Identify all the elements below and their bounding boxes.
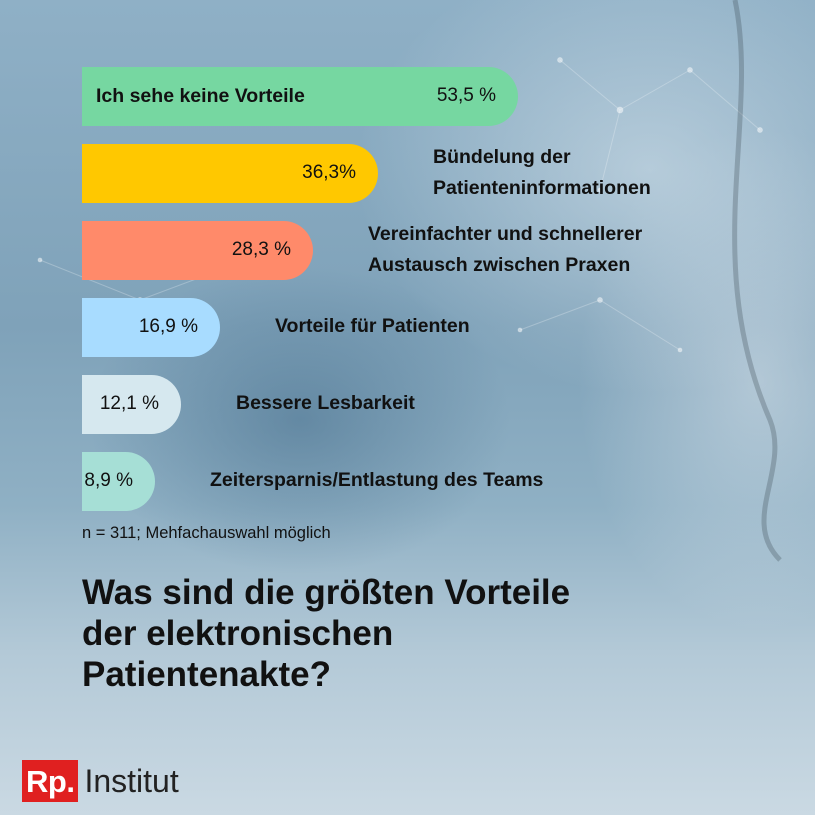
bar-6	[82, 452, 155, 511]
bar-category-label: Vereinfachter und schnellerer Austausch …	[368, 222, 643, 276]
bar-category-label: Zeitersparnis/Entlastung des Teams	[210, 469, 544, 491]
brand-logo: Rp. Institut	[22, 759, 179, 803]
sample-note: n = 311; Mehfachauswahl möglich	[82, 524, 331, 542]
bar-4	[82, 298, 220, 357]
bar-value-label: 28,3 %	[231, 239, 291, 260]
bar-value-label: 53,5 %	[436, 85, 496, 106]
bar-chart: 53,5 % Ich sehe keine Vorteile 36,3% Bündel…	[82, 67, 651, 511]
bar-category-label: Bündelung der Patienteninformationen	[433, 145, 651, 199]
bar-5	[82, 375, 181, 434]
bar-value-label: 8,9 %	[84, 470, 133, 491]
bar-category-label: Vorteile für Patienten	[275, 315, 470, 337]
bar-3	[82, 221, 313, 280]
chart-title: Was sind die größten Vorteile der elektr…	[82, 573, 571, 694]
brand-name: Institut	[84, 762, 179, 799]
bar-value-label: 16,9 %	[138, 316, 198, 337]
bar-value-label: 12,1 %	[99, 393, 159, 414]
brand-mark: Rp.	[22, 760, 79, 802]
bar-value-label: 36,3%	[302, 162, 356, 183]
bar-category-label: Bessere Lesbarkeit	[236, 392, 415, 414]
bar-2	[82, 144, 378, 203]
bar-category-label: Ich sehe keine Vorteile	[96, 85, 305, 107]
bar-1	[82, 67, 518, 126]
